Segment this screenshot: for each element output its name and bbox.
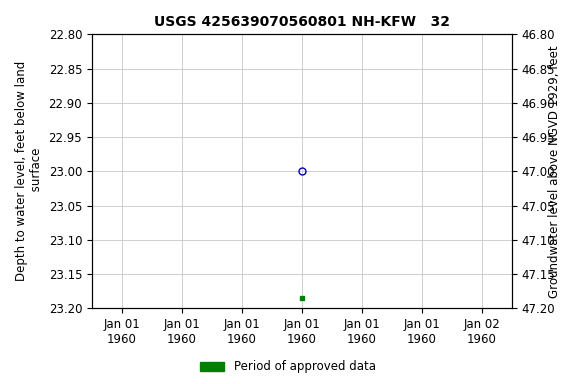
Y-axis label: Depth to water level, feet below land
 surface: Depth to water level, feet below land su… (15, 61, 43, 281)
Y-axis label: Groundwater level above NGVD 1929, feet: Groundwater level above NGVD 1929, feet (548, 45, 561, 298)
Title: USGS 425639070560801 NH-KFW   32: USGS 425639070560801 NH-KFW 32 (154, 15, 450, 29)
Legend: Period of approved data: Period of approved data (196, 356, 380, 378)
